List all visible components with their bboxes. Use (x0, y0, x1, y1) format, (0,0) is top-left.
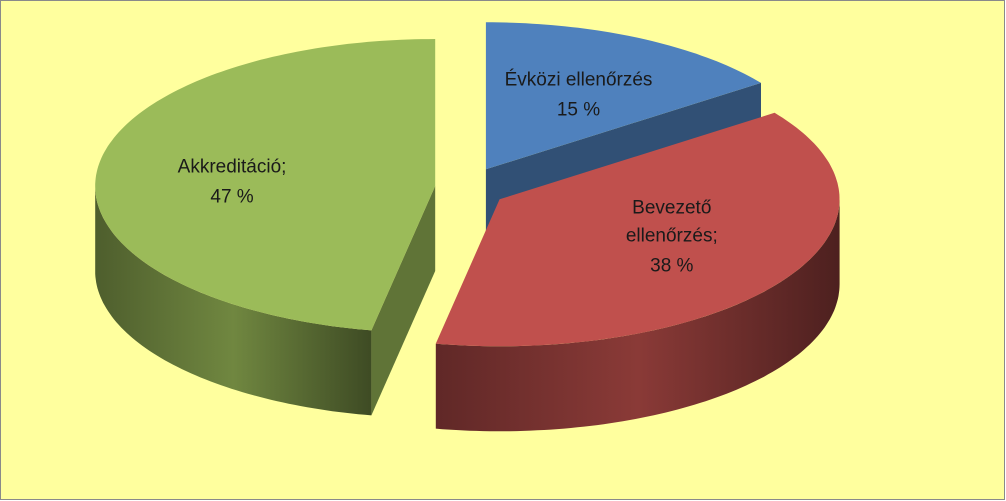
slice-label: Évközi ellenőrzés (505, 70, 653, 91)
slice-top (95, 39, 436, 331)
slice-wall (435, 199, 840, 432)
slice-side (371, 186, 436, 416)
slice-label: Bevezető ellenőrzés; (626, 198, 718, 247)
slice-value-label: 15 % (557, 100, 600, 121)
slice-value-label: 38 % (650, 256, 693, 277)
slice-value-label: 47 % (210, 187, 253, 208)
slice-top (485, 22, 761, 170)
slice-label: Akkreditáció; (178, 157, 287, 178)
slice (435, 112, 840, 432)
slice-top (435, 112, 840, 347)
slice (95, 39, 436, 416)
slice-wall (95, 186, 372, 416)
